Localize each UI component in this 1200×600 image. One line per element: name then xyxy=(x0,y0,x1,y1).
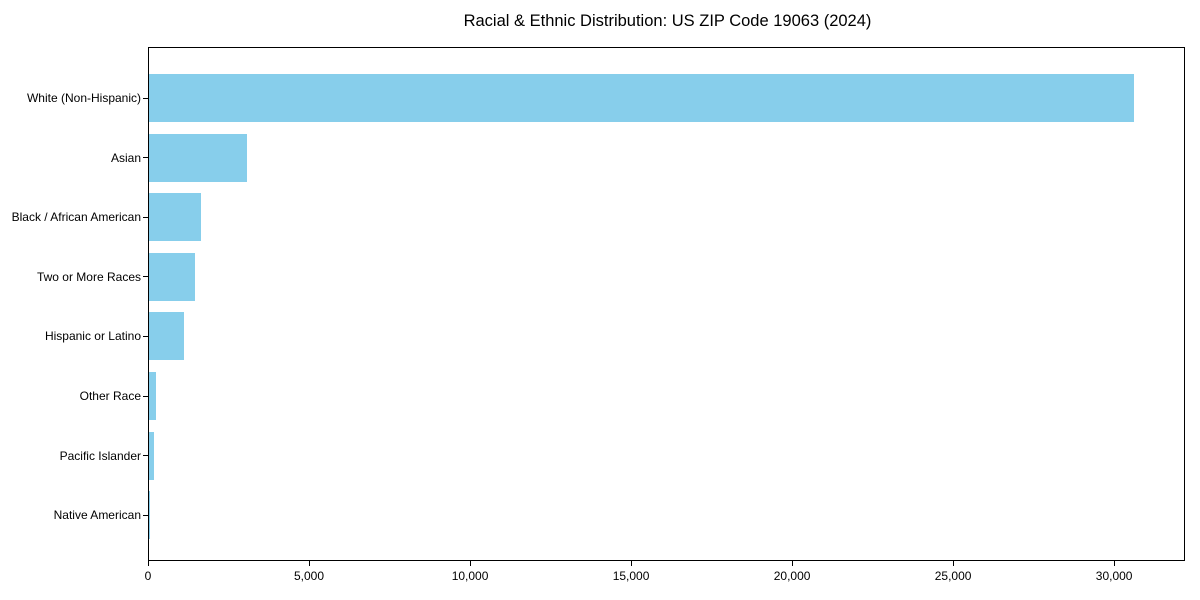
plot-area xyxy=(148,47,1185,561)
y-tick xyxy=(143,97,148,99)
bar xyxy=(149,372,157,420)
x-axis-label: 0 xyxy=(144,569,152,583)
x-axis-label: 15,000 xyxy=(612,569,650,583)
y-axis-label: Asian xyxy=(110,150,141,165)
bar xyxy=(149,193,202,242)
x-axis-label: 5,000 xyxy=(294,569,325,583)
chart-title: Racial & Ethnic Distribution: US ZIP Cod… xyxy=(463,12,872,30)
bar xyxy=(149,491,150,540)
x-tick xyxy=(309,561,311,566)
x-tick xyxy=(148,561,149,566)
bar xyxy=(149,431,155,480)
y-axis-label: Hispanic or Latino xyxy=(44,329,141,344)
x-tick xyxy=(631,561,633,566)
x-tick xyxy=(1114,561,1116,566)
y-tick xyxy=(143,276,148,278)
y-tick xyxy=(143,455,148,457)
y-tick xyxy=(143,216,148,218)
bar xyxy=(149,252,195,301)
y-tick xyxy=(143,335,148,337)
y-tick xyxy=(143,157,148,159)
y-axis-label: Native American xyxy=(53,508,141,523)
x-axis-label: 10,000 xyxy=(451,569,489,583)
x-tick xyxy=(792,561,794,566)
x-tick xyxy=(953,561,955,566)
y-axis-label: Pacific Islander xyxy=(59,448,141,463)
x-axis-label: 20,000 xyxy=(773,569,811,583)
bar xyxy=(149,74,1135,122)
x-axis-label: 25,000 xyxy=(934,569,972,583)
bar xyxy=(149,312,185,361)
y-axis-label: Black / African American xyxy=(11,210,141,225)
x-tick xyxy=(470,561,472,566)
y-tick xyxy=(143,395,148,397)
y-tick xyxy=(143,514,148,516)
y-axis-label: Other Race xyxy=(79,389,141,403)
y-axis-label: Two or More Races xyxy=(36,269,141,284)
y-axis-label: White (Non-Hispanic) xyxy=(26,91,141,105)
x-axis-label: 30,000 xyxy=(1095,569,1133,583)
bar xyxy=(149,133,247,182)
